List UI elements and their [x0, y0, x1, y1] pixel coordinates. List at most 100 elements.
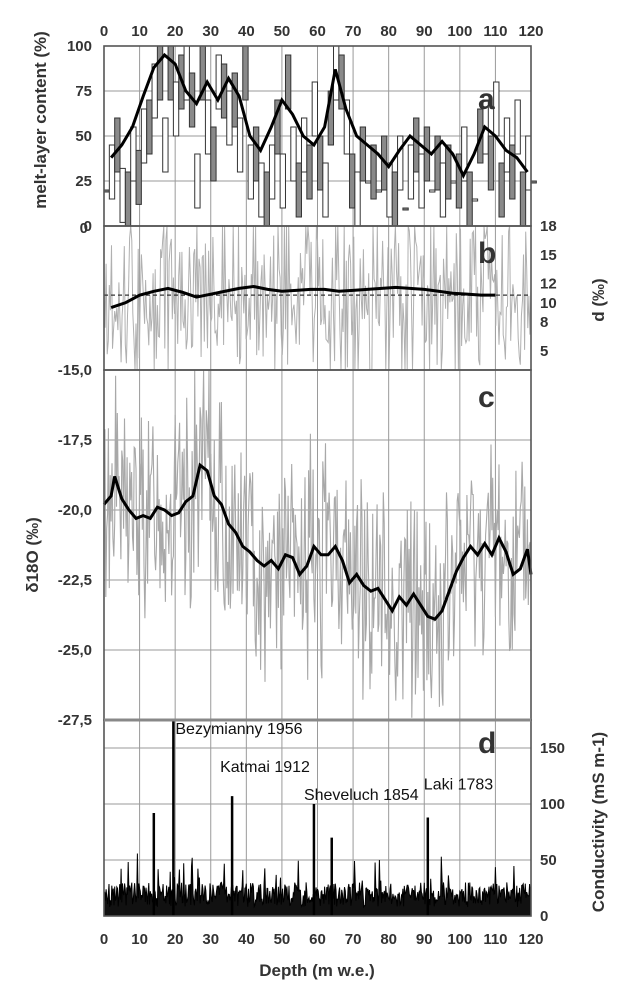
- annual-melt-bar: [397, 135, 404, 191]
- x-tick-label: 40: [238, 931, 255, 948]
- annual-melt-bar: [503, 117, 511, 173]
- annual-melt-bar: [418, 153, 425, 209]
- panel-c-letter: c: [478, 381, 495, 414]
- annual-melt-bar: [284, 54, 292, 110]
- x-tick-label: 10: [131, 931, 148, 948]
- panel-b-letter: b: [478, 237, 496, 270]
- annual-melt-bar: [407, 144, 415, 200]
- x-tick-label: 10: [131, 23, 148, 40]
- annual-melt-bar: [311, 81, 319, 137]
- y-tick-label: -25,0: [58, 642, 92, 659]
- y-tick-label: 75: [75, 83, 92, 100]
- annual-melt-bar: [359, 126, 367, 182]
- x-tick-label: 0: [100, 931, 108, 948]
- x-tick-label: 80: [380, 23, 397, 40]
- annual-melt-bar: [386, 162, 393, 218]
- x-tick-label: 60: [309, 931, 326, 948]
- annual-melt-bar: [204, 99, 212, 155]
- annual-melt-bar: [231, 72, 238, 128]
- y-tick-label: 0: [84, 218, 92, 235]
- y-tick-label: -20,0: [58, 502, 92, 519]
- y-tick-label: 8: [540, 314, 548, 331]
- y-tick-label: 0: [540, 908, 548, 925]
- annual-melt-bar: [268, 144, 276, 200]
- annual-melt-bar: [156, 45, 164, 101]
- annual-melt-bar: [349, 153, 356, 209]
- annual-melt-bar: [509, 144, 516, 200]
- y-tick-label: 150: [540, 740, 565, 757]
- panel-b-right-y-tick-labels: 5 8 10 12 15 18: [540, 218, 557, 360]
- x-tick-label: 0: [100, 23, 108, 40]
- panel-a-y-tick-labels: 0 25 50 75 100: [67, 38, 92, 235]
- annual-melt-bar: [471, 198, 479, 202]
- panel-d: Bezymianny 1956 Katmai 1912 Sheveluch 1854…: [100, 720, 608, 980]
- x-tick-label: 100: [447, 931, 472, 948]
- y-tick-label: 100: [540, 796, 565, 813]
- annual-melt-bar: [210, 126, 217, 182]
- panel-b-y-axis-label: d (‰): [589, 278, 608, 321]
- annual-melt-bar: [135, 149, 142, 205]
- y-tick-label: 25: [75, 173, 92, 190]
- panel-c: -27,5 -25,0 -22,5 -20,0 -17,5 -15,0 c δ18O (‰…: [23, 362, 533, 729]
- x-tick-label: 90: [416, 931, 433, 948]
- annual-melt-bar: [375, 189, 383, 193]
- x-tick-label: 70: [345, 931, 362, 948]
- annual-melt-bar: [300, 117, 308, 173]
- annual-melt-bar: [365, 180, 372, 184]
- y-tick-label: 12: [540, 276, 557, 293]
- conductivity-signal-area: [103, 853, 532, 917]
- x-tick-label: 120: [518, 23, 543, 40]
- panel-d-letter: d: [478, 727, 496, 760]
- panel-c-y-axis-label: δ18O (‰): [23, 517, 42, 593]
- annual-melt-bar: [252, 126, 260, 182]
- annual-melt-bar: [162, 117, 169, 173]
- annual-melt-bar: [194, 153, 201, 209]
- annual-melt-bar: [317, 135, 324, 191]
- annual-d-excess-series: [103, 225, 532, 371]
- annual-melt-bar: [461, 126, 468, 182]
- annual-melt-bar: [114, 117, 121, 173]
- annual-melt-bar: [402, 207, 409, 211]
- x-tick-label: 70: [345, 23, 362, 40]
- annual-melt-bar: [274, 99, 281, 155]
- x-tick-label: 50: [274, 931, 291, 948]
- x-tick-label: 80: [380, 931, 397, 948]
- annual-melt-bar: [423, 126, 431, 182]
- panel-d-volcanic-peaks: [152, 720, 430, 916]
- volcano-annotation: Katmai 1912: [220, 759, 310, 776]
- annual-melt-bar: [146, 99, 153, 155]
- panel-a-y-axis-label: melt-layer content (%): [31, 31, 50, 209]
- y-tick-label: -27,5: [58, 712, 92, 729]
- panel-d-conductivity-signal: [103, 853, 532, 917]
- annual-melt-bar: [226, 90, 233, 146]
- y-tick-label: 50: [75, 128, 92, 145]
- volcano-annotation: Bezymianny 1956: [175, 721, 302, 738]
- panel-a-running-mean-line: [109, 52, 529, 179]
- annual-melt-bar: [279, 153, 286, 209]
- x-tick-label: 30: [202, 931, 219, 948]
- annual-melt-bar: [263, 171, 270, 227]
- annual-melt-bar: [236, 117, 244, 173]
- volcano-annotation: Sheveluch 1854: [304, 787, 419, 804]
- annual-melt-bar: [370, 144, 377, 200]
- annual-melt-bar: [130, 126, 137, 182]
- x-tick-label: 110: [483, 23, 507, 40]
- annual-melt-bar: [258, 162, 265, 218]
- y-tick-label: -22,5: [58, 572, 92, 589]
- annual-melt-bar: [140, 108, 148, 164]
- annual-melt-bar: [172, 81, 180, 137]
- panel-b: 5 8 10 12 15 18 0 b d (‰): [80, 218, 608, 371]
- panel-d-right-y-tick-labels: 0 50 100 150: [540, 740, 565, 925]
- x-tick-label: 50: [274, 23, 291, 40]
- panel-c-annual-d18o: [103, 369, 532, 718]
- annual-melt-bar: [391, 171, 399, 227]
- panel-d-gridlines: [104, 720, 531, 916]
- x-tick-label: 120: [518, 931, 543, 948]
- y-tick-label: 10: [540, 295, 557, 312]
- panel-b-annual-d-excess: [103, 225, 532, 371]
- annual-melt-bar: [306, 144, 313, 200]
- annual-melt-bar: [119, 167, 126, 223]
- annual-melt-bar: [247, 144, 254, 200]
- y-tick-label: 15: [540, 247, 557, 264]
